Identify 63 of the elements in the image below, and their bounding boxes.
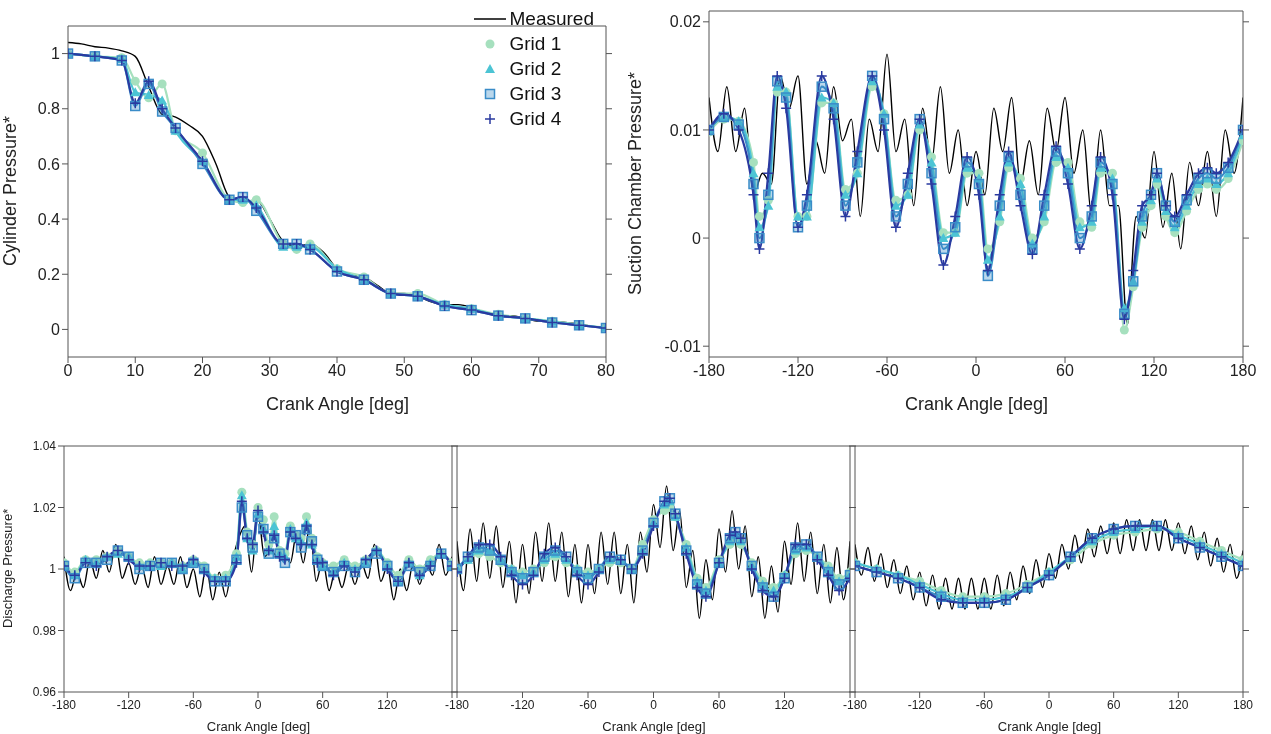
legend-label: Grid 4 bbox=[509, 107, 562, 131]
x-axis-title: Crank Angle [deg] bbox=[601, 719, 707, 734]
y-tick-label: 1.02 bbox=[32, 500, 57, 515]
x-tick-label: 0 bbox=[254, 697, 262, 712]
x-tick-label: 120 bbox=[377, 697, 398, 712]
x-tick-label: 60 bbox=[1056, 362, 1074, 380]
y-tick-label: 0 bbox=[692, 229, 702, 247]
y-tick-label: 1 bbox=[49, 562, 57, 577]
y-tick-label: 0.96 bbox=[32, 685, 57, 700]
y-tick-label: 0.98 bbox=[32, 623, 57, 638]
x-tick-label: 60 bbox=[1106, 697, 1121, 712]
y-tick-label: -0.01 bbox=[664, 337, 702, 355]
y-tick-label: 0.02 bbox=[669, 13, 702, 31]
x-tick-label: 0 bbox=[1045, 697, 1053, 712]
x-tick-label: 50 bbox=[395, 362, 414, 380]
x-tick-label: -120 bbox=[510, 697, 535, 712]
x-tick-label: 0 bbox=[971, 362, 981, 380]
y-axis-title: Cylinder Pressure* bbox=[0, 114, 21, 269]
x-tick-label: 0 bbox=[650, 697, 658, 712]
x-axis-title: Crank Angle [deg] bbox=[264, 394, 411, 415]
x-tick-label: 40 bbox=[328, 362, 346, 380]
x-tick-label: 20 bbox=[193, 362, 212, 380]
x-tick-label: -180 bbox=[842, 697, 868, 712]
y-tick-label: 1 bbox=[51, 45, 61, 63]
x-axis-title: Crank Angle [deg] bbox=[903, 394, 1050, 415]
legend-label: Grid 1 bbox=[509, 32, 562, 56]
x-tick-label: 30 bbox=[260, 362, 279, 380]
x-tick-label: -60 bbox=[579, 697, 597, 712]
y-tick-label: 0.6 bbox=[37, 155, 61, 173]
x-tick-label: -120 bbox=[781, 362, 815, 380]
legend-label: Grid 2 bbox=[509, 57, 562, 81]
y-tick-label: 0.01 bbox=[669, 121, 702, 139]
x-tick-label: 0 bbox=[63, 362, 73, 380]
x-tick-label: 60 bbox=[315, 697, 330, 712]
x-tick-label: 60 bbox=[712, 697, 726, 712]
x-tick-label: 70 bbox=[529, 362, 548, 380]
x-tick-label: 180 bbox=[1232, 697, 1254, 712]
x-tick-label: 80 bbox=[597, 362, 615, 380]
y-tick-label: 0.2 bbox=[37, 265, 61, 283]
x-tick-label: 60 bbox=[462, 362, 481, 380]
x-tick-label: 120 bbox=[1168, 697, 1189, 712]
y-tick-label: 0.8 bbox=[37, 100, 61, 118]
x-tick-label: -180 bbox=[444, 697, 470, 712]
x-axis-title: Crank Angle [deg] bbox=[996, 719, 1103, 734]
legend-label: Measured bbox=[509, 7, 594, 31]
y-axis-title: Discharge Pressure* bbox=[0, 507, 15, 631]
y-axis-title: Suction Chamber Pressure* bbox=[625, 70, 646, 298]
x-axis-title: Crank Angle [deg] bbox=[205, 719, 312, 734]
x-tick-label: 10 bbox=[126, 362, 145, 380]
x-tick-label: -60 bbox=[184, 697, 203, 712]
x-tick-label: -60 bbox=[975, 697, 994, 712]
x-tick-label: 120 bbox=[774, 697, 795, 712]
y-tick-label: 0.4 bbox=[37, 210, 61, 228]
y-tick-label: 0 bbox=[51, 321, 61, 339]
x-tick-label: -120 bbox=[116, 697, 141, 712]
x-tick-label: 180 bbox=[1229, 362, 1257, 380]
legend-label: Grid 3 bbox=[509, 82, 562, 106]
x-tick-label: 120 bbox=[1140, 362, 1168, 380]
x-tick-label: -180 bbox=[692, 362, 726, 380]
x-tick-label: -120 bbox=[907, 697, 932, 712]
x-tick-label: -180 bbox=[51, 697, 77, 712]
y-tick-label: 1.04 bbox=[32, 439, 57, 454]
x-tick-label: -60 bbox=[875, 362, 899, 380]
